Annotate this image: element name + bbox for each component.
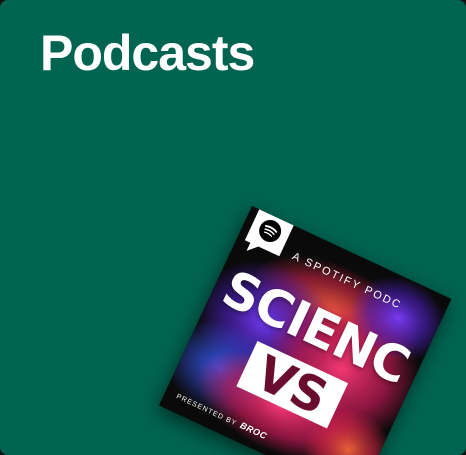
card-title: Podcasts (40, 25, 255, 81)
podcast-cover-art: A SPOTIFY PODC SCIENC VS PRESENTED BYBRO… (159, 206, 452, 455)
podcast-cover-wrapper: A SPOTIFY PODC SCIENC VS PRESENTED BYBRO… (159, 206, 452, 455)
cover-smoke-art (159, 206, 452, 455)
spotify-badge (244, 206, 296, 257)
spotify-icon (259, 220, 282, 243)
